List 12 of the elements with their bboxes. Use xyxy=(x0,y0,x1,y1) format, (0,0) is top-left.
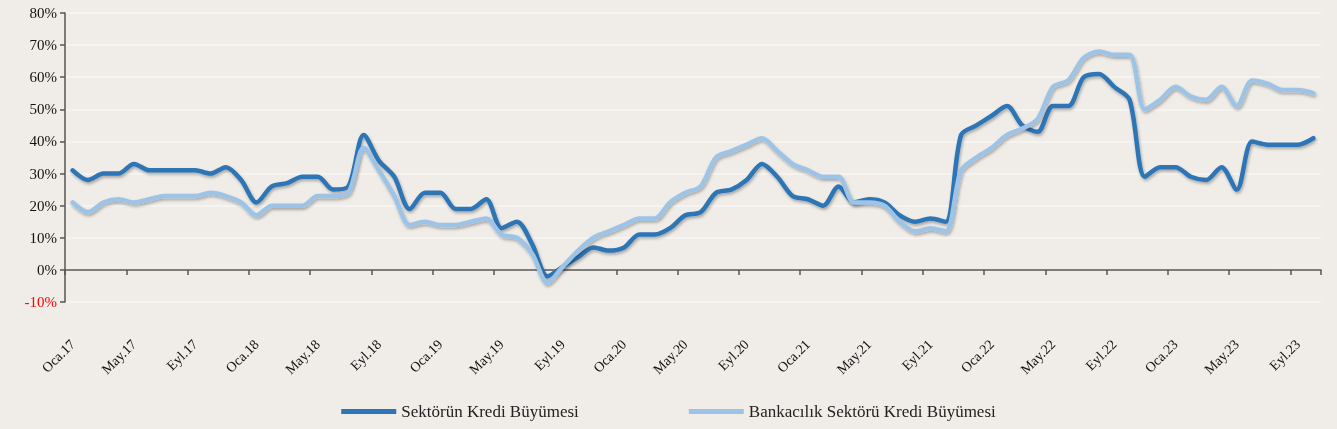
legend-label: Sektörün Kredi Büyümesi xyxy=(401,402,580,421)
y-tick-label: 40% xyxy=(29,133,57,150)
y-tick-label: 0% xyxy=(37,261,57,278)
y-tick-label: 30% xyxy=(29,165,57,182)
y-tick-label: 60% xyxy=(29,69,57,86)
legend-label: Bankacılık Sektörü Kredi Büyümesi xyxy=(748,402,997,421)
y-tick-label: -10% xyxy=(24,294,57,310)
y-tick-label: 80% xyxy=(29,5,57,21)
y-tick-label: 20% xyxy=(29,197,57,214)
y-tick-label: 70% xyxy=(29,37,57,54)
y-tick-label: 50% xyxy=(29,101,57,118)
y-tick-label: 10% xyxy=(29,229,57,246)
